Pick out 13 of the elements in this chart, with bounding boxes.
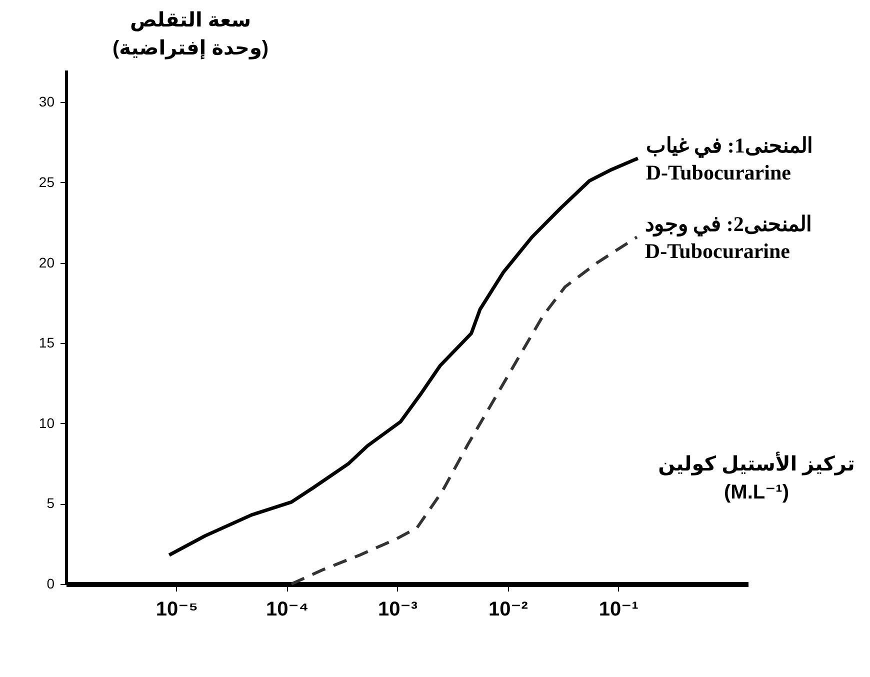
y-tick-label: 5 (46, 495, 55, 512)
x-tick-label: 10⁻² (488, 598, 528, 620)
y-tick-label: 0 (46, 576, 55, 592)
x-tick-label: 10⁻⁵ (156, 598, 198, 620)
y-tick-label: 20 (38, 254, 55, 270)
y-tick-label: 10 (38, 414, 55, 431)
x-tick-label: 10⁻⁴ (266, 598, 309, 620)
y-tick-label: 15 (38, 334, 55, 351)
y-axis-title: سعة التقلص (وحدة إفتراضية) (112, 10, 269, 60)
y-tick-label: 25 (38, 174, 55, 190)
x-tick-label: 10⁻³ (378, 598, 418, 620)
y-tick-label: 30 (38, 94, 55, 110)
x-tick-label: 10⁻¹ (598, 598, 639, 620)
